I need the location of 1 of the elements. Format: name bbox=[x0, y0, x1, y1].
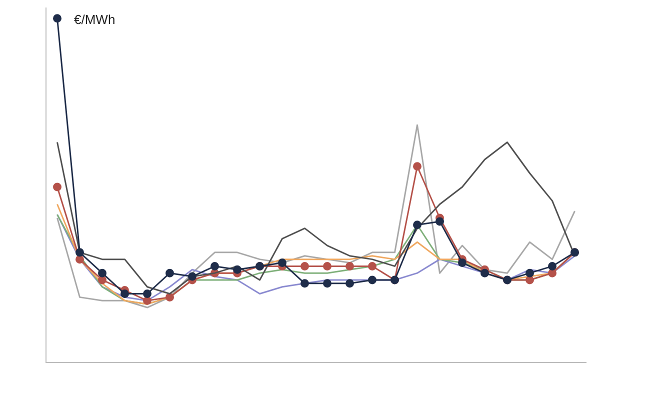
annotation: €/MWh bbox=[74, 12, 116, 28]
